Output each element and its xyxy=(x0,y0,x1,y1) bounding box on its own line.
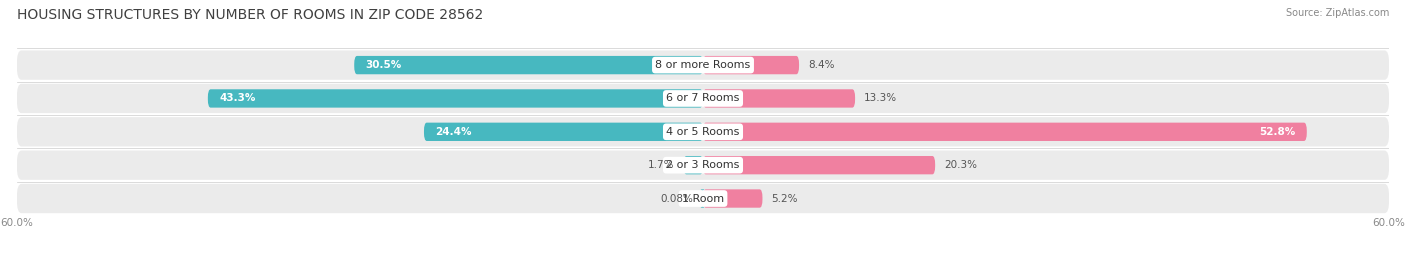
Text: 1.7%: 1.7% xyxy=(648,160,675,170)
FancyBboxPatch shape xyxy=(700,189,704,208)
FancyBboxPatch shape xyxy=(17,117,1389,147)
Text: 0.08%: 0.08% xyxy=(659,193,693,204)
FancyBboxPatch shape xyxy=(703,189,762,208)
FancyBboxPatch shape xyxy=(17,50,1389,80)
Text: 13.3%: 13.3% xyxy=(865,93,897,104)
Text: 4 or 5 Rooms: 4 or 5 Rooms xyxy=(666,127,740,137)
Text: 24.4%: 24.4% xyxy=(436,127,472,137)
FancyBboxPatch shape xyxy=(703,56,799,74)
Text: 8 or more Rooms: 8 or more Rooms xyxy=(655,60,751,70)
Text: 5.2%: 5.2% xyxy=(772,193,799,204)
FancyBboxPatch shape xyxy=(425,123,703,141)
FancyBboxPatch shape xyxy=(208,89,703,108)
FancyBboxPatch shape xyxy=(17,84,1389,113)
Text: 8.4%: 8.4% xyxy=(808,60,835,70)
FancyBboxPatch shape xyxy=(703,123,1306,141)
Text: 43.3%: 43.3% xyxy=(219,93,256,104)
Text: 52.8%: 52.8% xyxy=(1260,127,1295,137)
FancyBboxPatch shape xyxy=(17,184,1389,213)
FancyBboxPatch shape xyxy=(703,156,935,174)
FancyBboxPatch shape xyxy=(683,156,703,174)
Text: 2 or 3 Rooms: 2 or 3 Rooms xyxy=(666,160,740,170)
FancyBboxPatch shape xyxy=(17,150,1389,180)
Text: 30.5%: 30.5% xyxy=(366,60,402,70)
Text: 6 or 7 Rooms: 6 or 7 Rooms xyxy=(666,93,740,104)
Text: HOUSING STRUCTURES BY NUMBER OF ROOMS IN ZIP CODE 28562: HOUSING STRUCTURES BY NUMBER OF ROOMS IN… xyxy=(17,8,484,22)
Text: 1 Room: 1 Room xyxy=(682,193,724,204)
Text: Source: ZipAtlas.com: Source: ZipAtlas.com xyxy=(1285,8,1389,18)
FancyBboxPatch shape xyxy=(703,89,855,108)
Text: 20.3%: 20.3% xyxy=(945,160,977,170)
FancyBboxPatch shape xyxy=(354,56,703,74)
